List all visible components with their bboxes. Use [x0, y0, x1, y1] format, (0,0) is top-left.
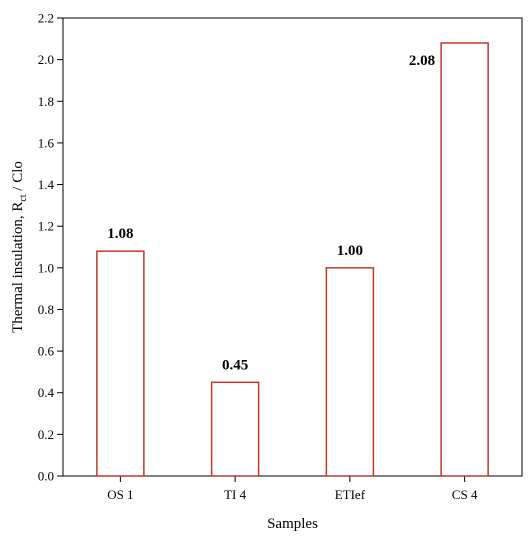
y-axis-title-main: Thermal insulation, R — [10, 202, 26, 333]
y-axis-title: Thermal insulation, Rct / Clo — [10, 161, 29, 333]
bar-value-label: 0.45 — [222, 357, 248, 373]
plot-frame — [62, 17, 523, 477]
y-axis-title-suffix: / Clo — [10, 161, 26, 194]
x-axis-ticks: OS 1 TI 4 ETIef CS 4 — [107, 476, 478, 502]
x-tick-label: TI 4 — [224, 487, 247, 502]
x-tick-label: OS 1 — [107, 487, 133, 502]
y-axis-ticks: 0.0 0.2 0.4 0.6 0.8 1.0 1.2 1.4 1.6 1.8 2.0 2.2 — [38, 11, 63, 484]
y-axis-title-subscript: ct — [18, 194, 29, 201]
bar-value-label: 1.00 — [337, 243, 363, 259]
y-tick-label: 0.8 — [38, 302, 54, 317]
y-tick-label: 0.0 — [38, 469, 54, 484]
x-tick-label: CS 4 — [452, 487, 478, 502]
y-tick-label: 0.4 — [38, 385, 55, 400]
y-tick-label: 2.0 — [38, 52, 54, 67]
y-tick-label: 0.2 — [38, 427, 54, 442]
bar — [210, 381, 260, 477]
bar — [325, 267, 375, 477]
y-tick-label: 1.4 — [38, 177, 55, 192]
bar — [96, 250, 145, 477]
y-tick-label: 1.0 — [38, 260, 54, 275]
bars — [96, 42, 489, 477]
x-tick-label: ETIef — [335, 487, 366, 502]
y-tick-label: 1.2 — [38, 219, 54, 234]
y-tick-label: 1.8 — [38, 94, 54, 109]
y-tick-label: 0.6 — [38, 344, 55, 359]
x-axis-title: Samples — [267, 516, 318, 532]
bar-value-label: 1.08 — [107, 226, 133, 242]
bar — [440, 42, 489, 477]
bar-value-label: 2.08 — [409, 53, 435, 69]
data-labels: 1.08 0.45 1.00 2.08 — [107, 53, 435, 373]
y-tick-label: 2.2 — [38, 11, 54, 26]
y-tick-label: 1.6 — [38, 135, 55, 150]
